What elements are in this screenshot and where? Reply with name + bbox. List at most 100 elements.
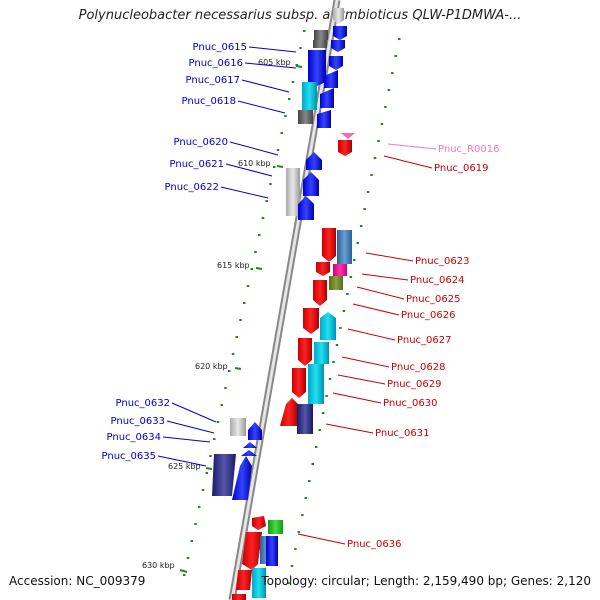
accession-text: Accession: NC_009379 — [9, 574, 146, 588]
gene-label-text[interactable]: Pnuc_0625 — [406, 294, 460, 305]
gene-glyph[interactable] — [320, 312, 336, 340]
gene-label-pnuc-0623[interactable]: Pnuc_0623 — [365, 252, 469, 267]
gene-label-text[interactable]: Pnuc_0635 — [102, 451, 156, 462]
gene-glyph[interactable] — [212, 454, 236, 496]
guide-dot — [228, 370, 231, 372]
gene-glyph[interactable] — [280, 398, 298, 426]
gene-label-text[interactable]: Pnuc_0630 — [383, 398, 437, 409]
gene-label-text[interactable]: Pnuc_0623 — [415, 256, 469, 267]
gene-label-text[interactable]: Pnuc_0631 — [375, 428, 429, 439]
gene-glyph[interactable] — [306, 152, 322, 170]
gene-label-pnuc-0634[interactable]: Pnuc_0634 — [107, 432, 211, 443]
gene-glyph[interactable] — [303, 172, 319, 196]
gene-glyph[interactable] — [337, 230, 352, 264]
gene-glyph[interactable] — [266, 536, 278, 566]
gene-glyph[interactable] — [241, 450, 257, 456]
gene-glyph[interactable] — [252, 568, 266, 598]
gene-glyph[interactable] — [232, 456, 252, 500]
gene-label-text[interactable]: Pnuc_0624 — [410, 275, 464, 286]
guide-dot — [186, 557, 190, 559]
gene-label-text[interactable]: Pnuc_0619 — [434, 163, 488, 174]
gene-glyph[interactable] — [292, 368, 306, 398]
gene-glyph[interactable] — [313, 280, 327, 306]
gene-glyph[interactable] — [331, 40, 345, 52]
gene-glyph[interactable] — [313, 40, 327, 48]
gene-label-text[interactable]: Pnuc_0636 — [347, 539, 401, 550]
gene-glyph[interactable] — [298, 196, 314, 220]
gene-label-text[interactable]: Pnuc_0626 — [401, 310, 455, 321]
gene-glyph[interactable] — [230, 418, 246, 436]
gene-label-pnuc-0620[interactable]: Pnuc_0620 — [174, 137, 279, 156]
gene-glyph[interactable] — [333, 26, 347, 40]
guide-dot — [284, 115, 287, 117]
gene-glyph[interactable] — [317, 110, 331, 128]
gene-glyph[interactable] — [314, 30, 328, 40]
gene-label-text[interactable]: Pnuc_0632 — [116, 398, 170, 409]
gene-glyph[interactable] — [329, 276, 343, 290]
gene-glyph[interactable] — [232, 594, 246, 600]
gene-label-pnuc-0616[interactable]: Pnuc_0616 — [189, 58, 297, 69]
gene-glyph[interactable] — [308, 364, 324, 404]
gene-glyph[interactable] — [303, 308, 319, 334]
guide-dot — [246, 285, 250, 287]
gene-label-text[interactable]: Pnuc_0617 — [186, 75, 240, 86]
gene-label-text[interactable]: Pnuc_0629 — [387, 379, 441, 390]
gene-label-text[interactable]: Pnuc_0633 — [111, 416, 165, 427]
gene-glyph[interactable] — [308, 50, 326, 86]
gene-label-text[interactable]: Pnuc_0628 — [391, 362, 445, 373]
gene-label-pnuc-0629[interactable]: Pnuc_0629 — [337, 374, 441, 390]
gene-label-pnuc-0628[interactable]: Pnuc_0628 — [341, 356, 445, 373]
gene-glyph[interactable] — [324, 70, 338, 88]
gene-glyph[interactable] — [314, 342, 329, 364]
gene-label-text[interactable]: Pnuc_0618 — [182, 96, 236, 107]
gene-glyph[interactable] — [252, 516, 266, 530]
gene-label-pnuc-0636[interactable]: Pnuc_0636 — [297, 533, 401, 550]
gene-glyph[interactable] — [302, 82, 317, 110]
gene-glyph[interactable] — [297, 404, 313, 434]
gene-glyph[interactable] — [248, 422, 262, 440]
gene-glyph[interactable] — [322, 228, 336, 262]
kbp-tick-mark — [295, 65, 303, 68]
gene-label-pnuc-0619[interactable]: Pnuc_0619 — [383, 155, 488, 174]
gene-label-text[interactable]: Pnuc_0634 — [107, 432, 161, 443]
gene-label-text[interactable]: Pnuc_0627 — [397, 335, 451, 346]
gene-glyph[interactable] — [243, 442, 257, 448]
gene-label-pnuc-0631[interactable]: Pnuc_0631 — [325, 423, 429, 439]
gene-label-pnuc-0635[interactable]: Pnuc_0635 — [102, 451, 207, 467]
gene-label-pnuc-0615[interactable]: Pnuc_0615 — [193, 42, 297, 53]
gene-glyph[interactable] — [268, 520, 283, 534]
gene-glyph[interactable] — [338, 140, 352, 156]
gene-glyph[interactable] — [329, 56, 343, 70]
gene-glyph[interactable] — [242, 532, 262, 570]
gene-label-pnuc-0627[interactable]: Pnuc_0627 — [347, 328, 451, 346]
gene-label-text[interactable]: Pnuc_0620 — [174, 137, 228, 148]
genome-summary-text: Topology: circular; Length: 2,159,490 bp… — [261, 574, 591, 588]
gene-label-text[interactable]: Pnuc_0616 — [189, 58, 243, 69]
gene-label-text[interactable]: Pnuc_0622 — [165, 182, 219, 193]
gene-label-pnuc-0625[interactable]: Pnuc_0625 — [356, 286, 460, 305]
gene-label-pnuc-0626[interactable]: Pnuc_0626 — [352, 303, 455, 321]
gene-label-pnuc-0618[interactable]: Pnuc_0618 — [182, 96, 286, 114]
gene-glyph[interactable] — [333, 8, 344, 24]
gene-label-pnuc-0622[interactable]: Pnuc_0622 — [165, 182, 269, 199]
gene-glyph[interactable] — [316, 262, 330, 276]
gene-glyph[interactable] — [298, 110, 313, 124]
gene-label-text[interactable]: Pnuc_0615 — [193, 42, 247, 53]
kbp-tick-mark — [205, 467, 213, 470]
gene-label-pnuc-0633[interactable]: Pnuc_0633 — [111, 416, 215, 434]
gene-label-text[interactable]: Pnuc_R0016 — [438, 144, 499, 155]
gene-glyph[interactable] — [298, 338, 312, 366]
gene-label-pnuc-0624[interactable]: Pnuc_0624 — [361, 273, 464, 286]
gene-glyph[interactable] — [320, 88, 334, 108]
gene-glyph[interactable] — [236, 570, 252, 590]
gene-glyph[interactable] — [286, 168, 300, 216]
gene-label-pnuc-0617[interactable]: Pnuc_0617 — [186, 75, 290, 93]
gene-label-text[interactable]: Pnuc_0621 — [170, 159, 224, 170]
gene-glyph[interactable] — [333, 264, 347, 276]
gene-label-pnuc-0621[interactable]: Pnuc_0621 — [170, 159, 273, 177]
gene-label-pnuc-r0016[interactable]: Pnuc_R0016 — [387, 143, 499, 155]
gene-label-pnuc-0632[interactable]: Pnuc_0632 — [116, 398, 217, 423]
gene-glyph[interactable] — [341, 133, 355, 139]
gene-label-pnuc-0630[interactable]: Pnuc_0630 — [332, 392, 437, 409]
kbp-tick-mark — [276, 165, 284, 168]
